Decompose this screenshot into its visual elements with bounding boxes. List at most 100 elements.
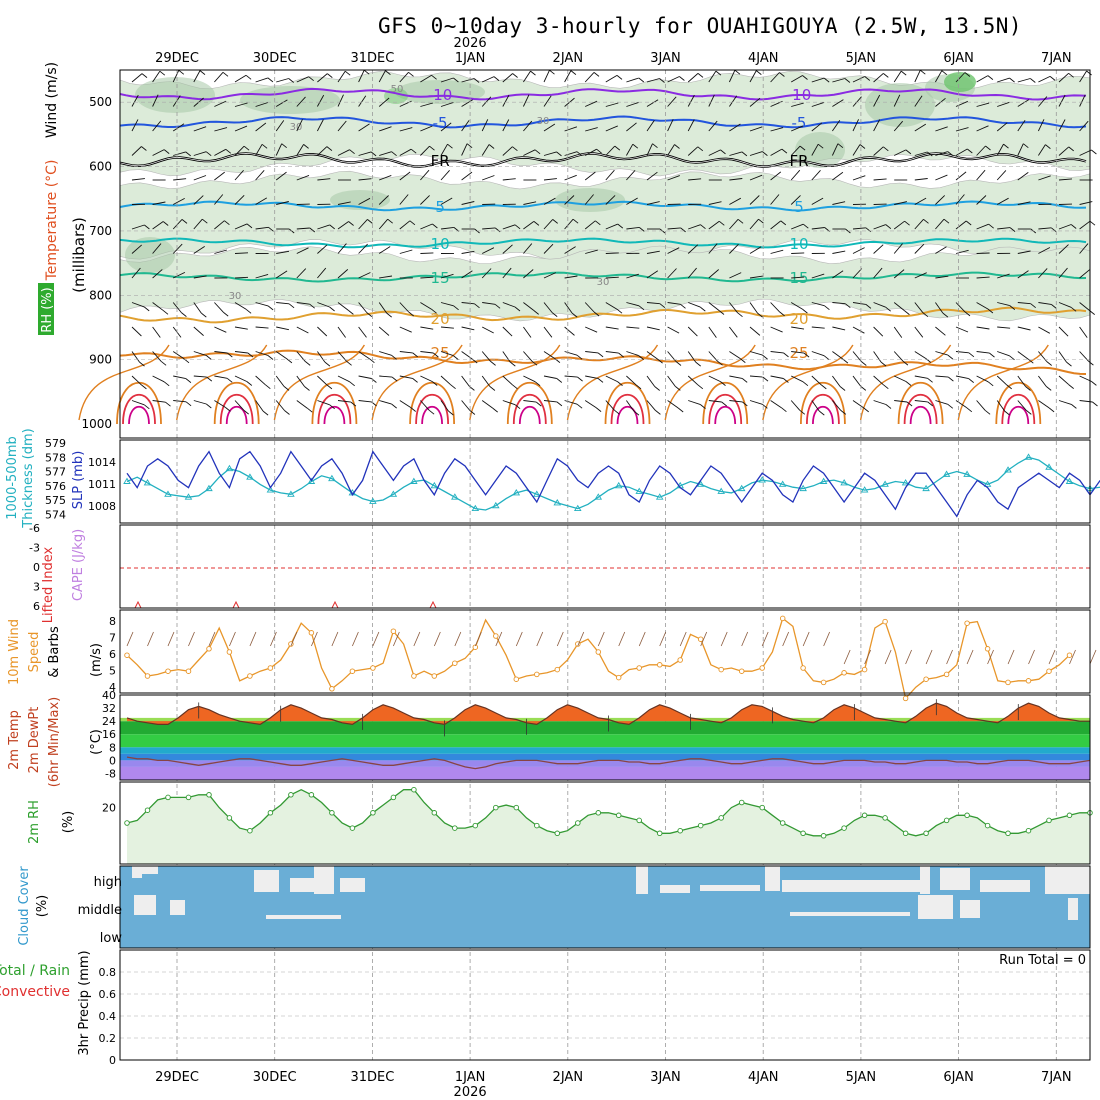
wind10-barb	[987, 649, 994, 665]
warm-contour	[323, 406, 346, 425]
wind10-barb	[270, 631, 277, 647]
wind-barb-flag	[348, 310, 354, 315]
wind-barb	[873, 146, 884, 156]
wind-barb	[523, 269, 534, 279]
wind-barb-flag	[514, 404, 521, 410]
wind-barb	[564, 375, 578, 378]
lifted-tick-label: 3	[33, 581, 40, 594]
date-label-bottom: 5JAN	[846, 1070, 877, 1085]
wind-barb	[379, 126, 392, 132]
panel-bg-cape	[120, 525, 1090, 608]
wind-barb	[626, 143, 634, 156]
date-label-top: 7JAN	[1041, 51, 1072, 66]
cape-spike	[134, 600, 142, 609]
year-label-top: 2026	[454, 36, 487, 51]
wind-barb-flag	[512, 384, 518, 390]
wind-barb-flag	[762, 403, 768, 409]
thickness-tick-label: 578	[45, 451, 66, 464]
wind-barb-flag	[697, 146, 704, 152]
wind-barb	[234, 223, 248, 230]
wind-barb-flag	[247, 352, 254, 358]
ylabel-wind10-speed: Speed	[27, 632, 42, 673]
wind-barb-flag	[453, 77, 459, 83]
wind-barb	[894, 375, 907, 382]
thickness-point	[901, 479, 910, 486]
wind-barb	[811, 143, 819, 156]
wind-barb-flag	[222, 311, 229, 317]
cape-spike	[232, 600, 240, 609]
wind-barb	[1079, 94, 1086, 107]
wind-barb	[893, 220, 905, 230]
wind-barb	[1017, 400, 1027, 411]
wind-barb-flag	[512, 73, 518, 78]
wind-barb	[584, 302, 595, 313]
wind-barb	[173, 271, 186, 279]
date-label-top: 2JAN	[553, 51, 584, 66]
wind-barb-flag	[593, 72, 600, 77]
wind-barb	[791, 351, 805, 354]
page-title: GFS 0~10day 3-hourly for OUAHIGOUYA (2.5…	[378, 14, 1023, 38]
wind-barb	[811, 400, 820, 412]
wind-barb	[667, 302, 681, 305]
wind-barb	[1058, 72, 1069, 83]
wind-barb	[749, 151, 763, 156]
wind10-point	[349, 668, 356, 674]
wind-barb	[790, 195, 801, 205]
wind-barb-flag	[864, 76, 871, 81]
cloud-gap-middle	[266, 915, 341, 919]
wind-barb-flag	[163, 381, 170, 387]
wind-barb	[729, 123, 741, 132]
wind-barb	[1058, 244, 1069, 254]
wind-barb-flag	[1068, 72, 1074, 78]
thickness-point	[942, 470, 951, 477]
wind-barb	[605, 125, 618, 132]
wind-barb	[358, 70, 365, 83]
wind-barb	[770, 148, 783, 156]
wind-barb	[317, 400, 330, 406]
date-label-bottom: 30DEC	[253, 1070, 297, 1085]
rh2m-point	[124, 820, 130, 826]
wind-barb	[502, 119, 510, 132]
wind-barb-flag	[638, 77, 645, 83]
wind-barb-flag	[429, 145, 435, 151]
wind-barb-flag	[514, 306, 521, 312]
thickness-tick-label: 574	[45, 509, 66, 522]
wind-barb-flag	[1051, 227, 1057, 233]
wind-barb	[873, 351, 882, 363]
wind-barb	[749, 126, 763, 132]
wind-barb-flag	[597, 352, 604, 358]
wind10-barb	[1089, 649, 1097, 665]
rh2m-point	[677, 827, 683, 834]
wind10-point	[472, 644, 479, 650]
wind-barb	[420, 400, 430, 411]
wind-barb-flag	[185, 151, 191, 157]
wind-barb	[193, 351, 207, 356]
wind-barb	[481, 268, 492, 279]
wind-barb-flag	[329, 224, 335, 230]
wind-barb	[1058, 224, 1072, 230]
wind-barb	[131, 302, 145, 308]
wind-barb-flag	[428, 409, 435, 415]
wind-barb-flag	[326, 384, 333, 390]
wind-barb	[1017, 201, 1031, 205]
axes-layer: 29DEC 29DEC 30DEC 30DEC 31DEC 31DEC 1JAN 1JAN 2J…	[29, 36, 1086, 1100]
thickness-point	[963, 470, 971, 477]
wind-barb	[502, 400, 516, 406]
date-label-top: 29DEC	[155, 51, 199, 66]
rh-contour-label: 30	[597, 277, 610, 288]
wind10-barb	[352, 631, 359, 647]
wind-barb-flag	[1089, 310, 1095, 315]
wind10-point	[247, 673, 253, 679]
wind10-point	[882, 618, 888, 625]
wind-barb-flag	[202, 218, 208, 224]
rh2m-point	[308, 792, 315, 798]
rh2m-point	[697, 822, 704, 829]
wind-barb	[337, 120, 347, 132]
wind-barb-flag	[824, 305, 830, 311]
wind-barb-flag	[141, 73, 148, 78]
rh-dark-blob	[135, 77, 215, 113]
wind-barb	[461, 120, 470, 132]
wind10-barb	[413, 631, 421, 647]
wind-barb	[584, 220, 596, 230]
cloud-level-label: high	[94, 875, 122, 890]
